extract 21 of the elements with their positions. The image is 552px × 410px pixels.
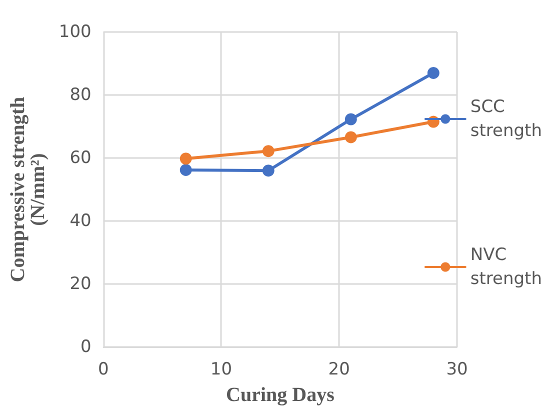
point [344,113,357,126]
y-tick-label: 80 [70,85,92,105]
y-tick-label: 0 [80,337,92,357]
x-tick-label: 10 [210,360,232,380]
y-tick-label: 60 [70,148,92,168]
y-tick-label: 100 [58,22,92,42]
x-tick-label: 0 [98,360,109,380]
y-tick-label: 40 [70,211,92,231]
legend-label: SCC strength [470,97,542,141]
x-tick-label: 20 [328,360,350,380]
x-axis-title: Curing Days [226,384,335,406]
y-tick-label: 20 [70,274,92,294]
y-axis-title: Compressive strength (N/mm²) [7,96,49,282]
x-tick-label: 30 [446,360,468,380]
point [344,131,357,144]
point [262,164,274,177]
point [180,152,192,165]
point [427,66,440,79]
legend-label: NVC strength [470,245,542,289]
point [262,145,274,158]
point [180,164,192,176]
